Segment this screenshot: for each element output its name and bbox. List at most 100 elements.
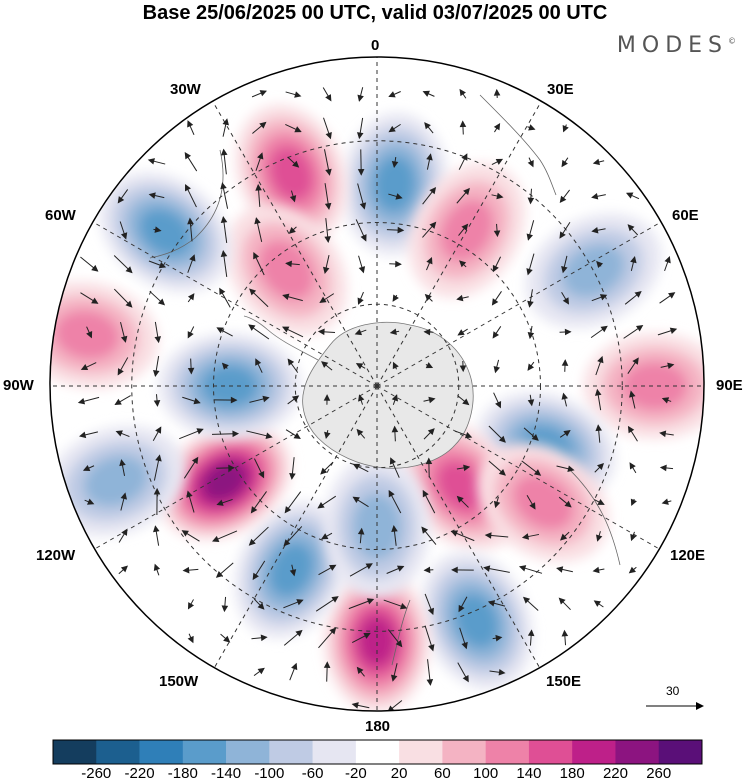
lon-label-180: 180 [365, 718, 391, 735]
wind-vector-head-37 [220, 182, 227, 190]
wind-vector-head-34 [117, 196, 125, 204]
lon-label-60w: 60W [45, 207, 76, 224]
wind-vector-head-111 [389, 328, 397, 336]
wind-vector-head-29 [461, 153, 468, 161]
wind-vector-head-25 [325, 168, 332, 176]
wind-vector-head-173 [659, 430, 667, 438]
wind-vector-head-176 [155, 454, 162, 462]
wind-vector-head-40 [324, 202, 332, 210]
wind-vector-head-273 [462, 674, 469, 683]
wind-vector-head-36 [185, 183, 191, 192]
wind-vector-head-51 [154, 226, 162, 233]
wind-vector-head-228 [182, 566, 190, 574]
wind-vector-head-157 [115, 430, 123, 437]
wind-vector-head-124 [221, 362, 229, 370]
wind-vector-head-190 [629, 462, 636, 470]
coastlines [149, 94, 621, 666]
colorbar [52, 739, 703, 765]
wind-vector-head-222 [521, 533, 530, 540]
wind-vector-head-84 [91, 297, 99, 304]
wind-vector-head-31 [527, 160, 534, 168]
wind-vector-head-32 [561, 159, 568, 168]
wind-vector-head-203 [456, 495, 464, 503]
meridian-210 [204, 385, 378, 684]
wind-vector-head-8 [187, 120, 194, 128]
wind-vector-head-259 [329, 627, 337, 635]
wind-vector-head-235 [423, 566, 431, 574]
colorbar-swatch-10 [485, 740, 530, 764]
wind-vector-head-225 [630, 533, 637, 542]
colorbar-tick-label: -260 [81, 765, 112, 782]
wind-vector-head-208 [630, 498, 637, 507]
wind-vector-head-127 [321, 361, 329, 368]
wind-vector-head-257 [260, 634, 268, 642]
wind-vector-head-1 [294, 91, 302, 98]
wind-vector-head-90 [282, 293, 290, 300]
wind-vector-head-62 [526, 233, 533, 241]
wind-vector-head-81 [596, 260, 604, 268]
wind-vector-head-156 [79, 431, 87, 439]
ridge-anomaly-6 [583, 333, 704, 439]
wind-vector-head-43 [429, 186, 437, 195]
wind-vector-head-116 [564, 328, 572, 336]
wind-vector-head-262 [428, 644, 435, 652]
wind-vector-head-240 [592, 566, 600, 574]
africa-coast [479, 94, 557, 196]
wind-vector-head-76 [426, 256, 433, 265]
meridian-120 [376, 385, 675, 559]
wind-vector-head-96 [491, 298, 499, 306]
wind-vector-head-33 [592, 158, 600, 166]
wind-vector-head-166 [427, 428, 435, 436]
wind-vector-head-272 [426, 678, 434, 686]
south-pole-marker [374, 383, 380, 389]
wind-vector-head-244 [257, 602, 265, 610]
lon-label-150e: 150E [546, 673, 582, 690]
wind-vector-head-221 [484, 532, 492, 539]
lon-label-90w: 90W [3, 377, 34, 394]
wind-vector-head-39 [289, 195, 297, 203]
wind-vector-head-195 [186, 490, 193, 498]
wind-vector-head-241 [628, 566, 636, 574]
wind-vector-head-46 [527, 197, 535, 205]
wind-vector-head-65 [627, 224, 635, 232]
wind-vector-head-144 [291, 395, 300, 403]
wind-vector-head-91 [319, 296, 327, 303]
wind-vector-head-237 [483, 565, 491, 572]
trough-anomaly-5 [525, 213, 662, 329]
wind-vector-head-20 [147, 158, 155, 165]
wind-vector-head-260 [363, 632, 371, 639]
wind-vector-head-218 [391, 525, 398, 533]
wind-vector-head-110 [354, 328, 363, 336]
wind-vector-head-197 [250, 506, 258, 514]
wind-vector-head-137 [667, 362, 675, 370]
map-boundary [49, 56, 705, 712]
wind-vector-head-102 [86, 330, 93, 339]
wind-vector-head-27 [391, 160, 399, 169]
colorbar-swatch-3 [182, 740, 227, 764]
wind-vector-head-138 [77, 398, 86, 405]
wind-vector-head-158 [155, 426, 162, 434]
wind-vector-head-131 [459, 365, 467, 373]
wind-vector-head-188 [567, 465, 575, 472]
wind-vector-head-248 [399, 603, 408, 610]
colorbar-tick-label: 60 [434, 765, 451, 782]
wind-vector-head-202 [422, 489, 429, 498]
wind-vector-head-95 [456, 294, 464, 302]
wind-vector-head-66 [91, 264, 99, 272]
wind-vector-head-243 [221, 605, 229, 613]
lon-label-90e: 90E [716, 377, 743, 394]
wind-vector-head-100 [634, 290, 642, 298]
wind-vector-head-231 [289, 569, 297, 577]
wind-vector-head-224 [595, 534, 603, 542]
wind-vector-head-192 [87, 498, 95, 505]
lon-label-30e: 30E [547, 81, 574, 98]
wind-vector-head-186 [498, 468, 506, 476]
wind-vector-head-11 [294, 126, 302, 133]
wind-vector-head-59 [429, 221, 437, 229]
wind-vector-head-118 [635, 325, 644, 332]
wind-vector-head-75 [395, 260, 402, 268]
wind-vector-head-143 [262, 395, 270, 403]
colorbar-tick-label: -140 [211, 765, 242, 782]
lon-label-150w: 150W [159, 673, 199, 690]
colorbar-swatch-14 [658, 740, 703, 764]
